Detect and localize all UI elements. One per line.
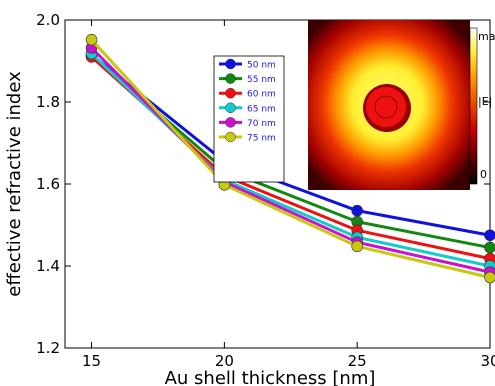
y-tick-label: 1.4 xyxy=(36,257,60,275)
legend-label: 65 nm xyxy=(247,104,276,114)
x-ticks: 15 20 25 30 xyxy=(82,20,495,370)
x-tick-label: 30 xyxy=(480,352,495,370)
legend-marker xyxy=(225,73,236,84)
y-tick-label: 1.8 xyxy=(36,93,60,111)
x-tick-label: 15 xyxy=(82,352,101,370)
y-tick-label: 1.6 xyxy=(36,175,60,193)
legend-marker xyxy=(225,87,236,99)
inset-core-outline xyxy=(374,95,398,119)
y-tick-label: 1.2 xyxy=(36,339,60,357)
colorbar-mid-label: |E| xyxy=(478,95,492,108)
legend-marker xyxy=(225,117,236,128)
data-point xyxy=(484,241,495,254)
legend-label: 75 nm xyxy=(247,134,276,144)
colorbar-min-label: 0 xyxy=(480,168,487,181)
series-line-75-nm xyxy=(90,38,491,279)
inset-core xyxy=(366,87,406,127)
data-point xyxy=(484,229,495,242)
x-tick-label: 25 xyxy=(348,352,367,370)
legend-label: 60 nm xyxy=(247,90,276,100)
series-line-50-nm xyxy=(90,53,491,237)
series-layer xyxy=(85,33,495,284)
colorbar-max-label: max xyxy=(478,30,495,43)
inset-field-map: max |E| 0 xyxy=(308,20,495,190)
inset-colorbar xyxy=(469,27,478,185)
x-axis-label: Au shell thickness [nm] xyxy=(165,368,376,386)
y-axis-label: effective refractive index xyxy=(4,71,25,297)
series-line-70-nm xyxy=(90,46,491,274)
legend-label: 70 nm xyxy=(247,119,276,129)
data-point xyxy=(351,204,363,217)
legend-marker xyxy=(225,58,236,70)
x-tick-label: 20 xyxy=(215,352,234,370)
data-point xyxy=(351,240,363,253)
data-point xyxy=(85,33,98,46)
legend-label: 55 nm xyxy=(247,75,276,85)
data-point xyxy=(484,271,495,284)
legend-marker xyxy=(225,102,236,114)
y-tick-label: 2.0 xyxy=(36,11,60,29)
y-ticks: 1.2 1.4 1.6 1.8 2.0 xyxy=(36,11,490,357)
legend-label: 50 nm xyxy=(247,61,276,71)
legend-marker xyxy=(225,131,236,143)
legend: 50 nm 55 nm 60 nm 65 nm 70 nm 75 nm xyxy=(213,55,285,183)
